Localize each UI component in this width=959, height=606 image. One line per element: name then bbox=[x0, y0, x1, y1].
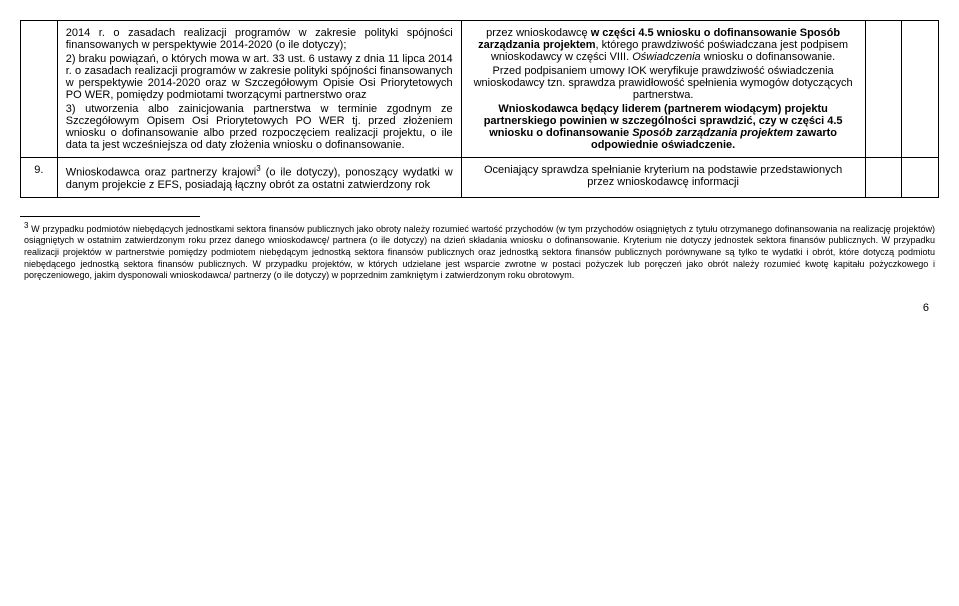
criteria-text-cell: Wnioskodawca oraz partnerzy krajowi3 (o … bbox=[57, 158, 461, 198]
text: Oceniający sprawdza spełnianie kryterium… bbox=[484, 164, 842, 188]
table-row: 2014 r. o zasadach realizacji programów … bbox=[21, 21, 939, 158]
para: Przed podpisaniem umowy IOK weryfikuje p… bbox=[470, 65, 857, 101]
verification-cell: przez wnioskodawcę w części 4.5 wniosku … bbox=[461, 21, 865, 158]
page-number: 6 bbox=[20, 302, 939, 314]
footnote-text: W przypadku podmiotów niebędących jednos… bbox=[24, 224, 935, 281]
footnote: 3 W przypadku podmiotów niebędących jedn… bbox=[20, 221, 939, 282]
footnote-separator bbox=[20, 216, 200, 217]
para: przez wnioskodawcę w części 4.5 wniosku … bbox=[470, 27, 857, 63]
text: przez wnioskodawcę bbox=[486, 27, 591, 39]
table-row: 9. Wnioskodawca oraz partnerzy krajowi3 … bbox=[21, 158, 939, 198]
criteria-text-cell: 2014 r. o zasadach realizacji programów … bbox=[57, 21, 461, 158]
row-number: 9. bbox=[34, 164, 43, 176]
text: wniosku o dofinansowanie. bbox=[701, 51, 836, 63]
verification-cell: Oceniający sprawdza spełnianie kryterium… bbox=[461, 158, 865, 198]
empty-cell bbox=[865, 21, 902, 158]
italic-text: Oświadczenia bbox=[632, 51, 700, 63]
text: Wnioskodawca oraz partnerzy krajowi bbox=[66, 167, 256, 179]
empty-cell bbox=[865, 158, 902, 198]
para: 2014 r. o zasadach realizacji programów … bbox=[66, 27, 453, 51]
bold-italic-text: Sposób zarządzania projektem bbox=[632, 127, 793, 139]
para: 2) braku powiązań, o których mowa w art.… bbox=[66, 53, 453, 101]
empty-cell bbox=[902, 21, 939, 158]
row-number-cell: 9. bbox=[21, 158, 58, 198]
row-number-cell bbox=[21, 21, 58, 158]
para: Wnioskodawca będący liderem (partnerem w… bbox=[470, 103, 857, 151]
criteria-table: 2014 r. o zasadach realizacji programów … bbox=[20, 20, 939, 198]
para: 3) utworzenia albo zainicjowania partner… bbox=[66, 103, 453, 151]
empty-cell bbox=[902, 158, 939, 198]
